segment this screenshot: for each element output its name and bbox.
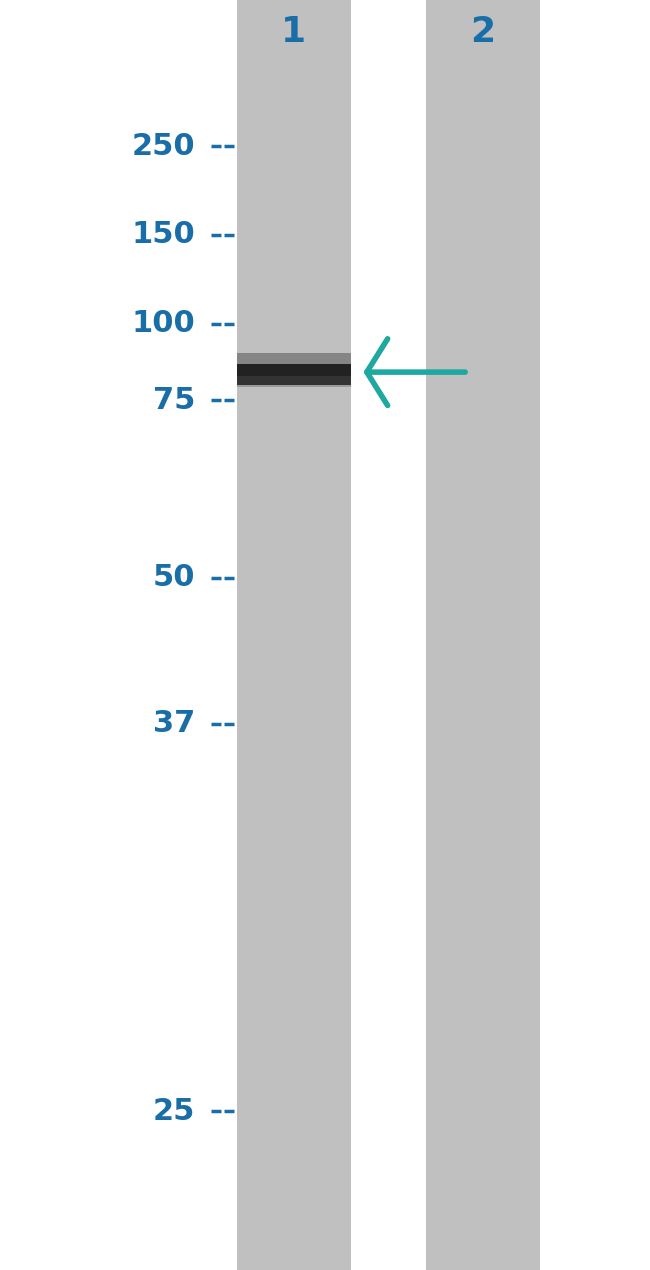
Bar: [426, 0, 540, 1270]
Text: 100: 100: [131, 310, 195, 338]
Text: 75: 75: [153, 386, 195, 414]
Bar: [237, 376, 351, 387]
Text: 1: 1: [281, 15, 306, 48]
Text: 50: 50: [153, 564, 195, 592]
Bar: [237, 353, 351, 364]
Bar: [237, 364, 351, 385]
Text: 250: 250: [131, 132, 195, 160]
Text: 150: 150: [131, 221, 195, 249]
Text: 25: 25: [153, 1097, 195, 1125]
Text: 2: 2: [470, 15, 495, 48]
Text: 37: 37: [153, 710, 195, 738]
Bar: [237, 0, 351, 1270]
